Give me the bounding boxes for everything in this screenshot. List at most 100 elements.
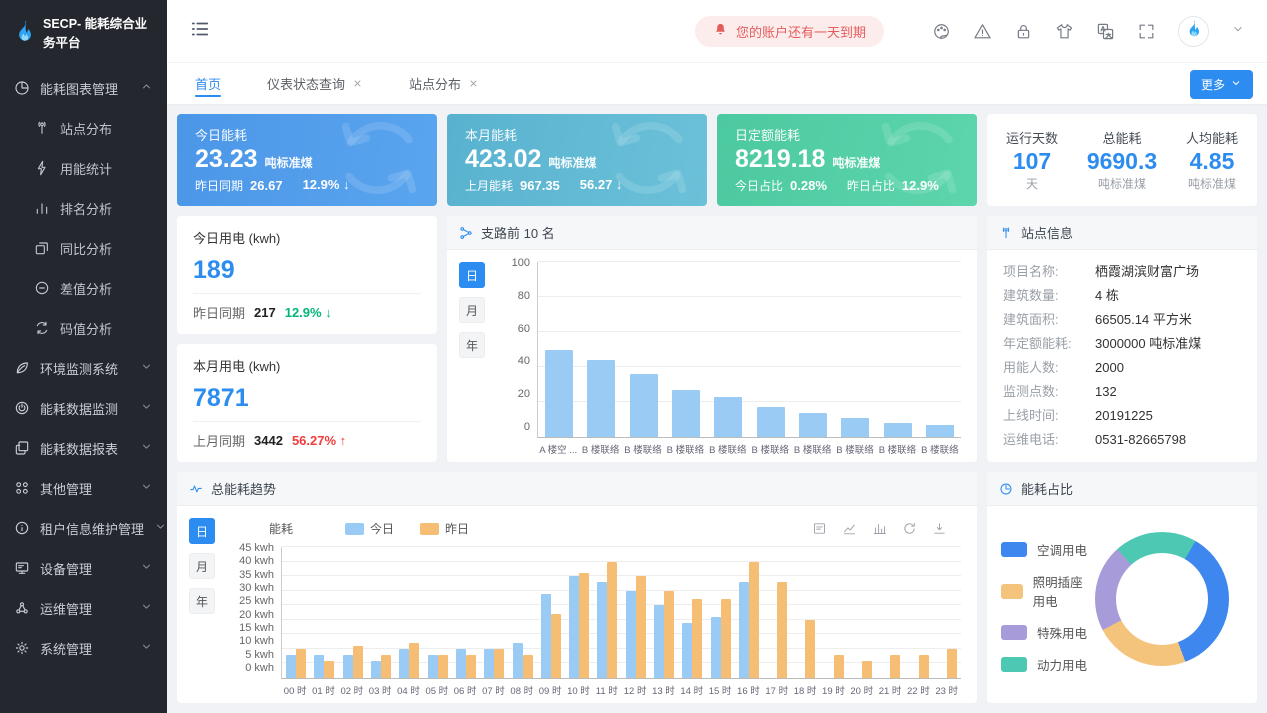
sidebar-item-环境监测系统[interactable]: 环境监测系统 <box>0 348 167 388</box>
energy-share-panel: 能耗占比 空调用电 照明插座用电 特殊用电 动力用电 <box>987 472 1257 703</box>
summary-总能耗: 总能耗 9690.3 吨标准煤 <box>1086 130 1158 192</box>
sidebar-item-码值分析[interactable]: 码值分析 <box>0 308 167 348</box>
collapse-menu-icon[interactable] <box>189 18 211 45</box>
linechart-button[interactable] <box>842 521 857 536</box>
antenna-icon <box>999 226 1013 240</box>
sidebar-item-租户信息维护管理[interactable]: 租户信息维护管理 <box>0 508 167 548</box>
fullscreen-button[interactable] <box>1137 22 1156 41</box>
sidebar-item-其他管理[interactable]: 其他管理 <box>0 468 167 508</box>
bar <box>738 581 749 678</box>
x-axis-labels: 00 时 01 时 02 时 03 时 04 时 05 时 06 时 07 时 08 时 09 时… <box>283 686 959 697</box>
bar <box>629 374 658 437</box>
warning-button[interactable] <box>973 22 992 41</box>
sidebar-item-同比分析[interactable]: 同比分析 <box>0 228 167 268</box>
trend-panel: 总能耗趋势 日月年 能耗 今日 昨日 45 kwh 40 kwh 35 kwh 30 k… <box>177 472 977 703</box>
trend-panel-header: 总能耗趋势 <box>177 472 977 506</box>
download-button[interactable] <box>932 521 947 536</box>
toggle-月[interactable]: 月 <box>189 553 215 579</box>
chevron-down-icon <box>143 604 150 609</box>
sidebar-item-差值分析[interactable]: 差值分析 <box>0 268 167 308</box>
bar <box>342 654 353 678</box>
sidebar-item-能耗图表管理[interactable]: 能耗图表管理 <box>0 68 167 108</box>
bar <box>710 616 721 678</box>
bar-group <box>706 547 734 678</box>
site-info-row: 项目名称: 栖霞湖滨财富广场 <box>1003 264 1200 279</box>
bar <box>862 660 873 678</box>
legend-昨日[interactable]: 昨日 <box>420 520 469 537</box>
sidebar-item-系统管理[interactable]: 系统管理 <box>0 628 167 668</box>
nodes-icon <box>16 602 28 614</box>
bar-group <box>339 547 367 678</box>
site-info-row: 用能人数: 2000 <box>1003 359 1124 375</box>
chevron-down-icon <box>1230 77 1242 92</box>
sidebar-item-运维管理[interactable]: 运维管理 <box>0 588 167 628</box>
palette-button[interactable] <box>932 22 951 41</box>
sidebar-nav: 能耗图表管理 站点分布 用能统计 排名分析 同比分析 差值分析 码值分析 环境监测系统 能耗数据… <box>0 64 167 713</box>
close-tab-icon[interactable] <box>352 78 363 89</box>
pie-legend-空调用电[interactable]: 空调用电 <box>1001 540 1095 559</box>
dataview-button[interactable] <box>812 521 827 536</box>
tab-首页[interactable]: 首页 <box>195 63 222 104</box>
toggle-年[interactable]: 年 <box>189 588 215 614</box>
toggle-月[interactable]: 月 <box>459 297 485 323</box>
more-button[interactable]: 更多 <box>1189 70 1253 99</box>
bars-icon <box>36 203 48 214</box>
site-panel-title: 站点信息 <box>1021 226 1074 241</box>
barchart-button[interactable] <box>872 521 887 536</box>
trend-legend-row: 能耗 今日 昨日 <box>229 518 961 547</box>
sidebar-item-用能统计[interactable]: 用能统计 <box>0 148 167 188</box>
chevron-down-icon <box>143 564 150 569</box>
pie-legend-动力用电[interactable]: 动力用电 <box>1001 655 1095 674</box>
bar <box>756 407 785 437</box>
sidebar-item-能耗数据监测[interactable]: 能耗数据监测 <box>0 388 167 428</box>
toggle-日[interactable]: 日 <box>189 518 215 544</box>
bar-group <box>622 547 650 678</box>
toggle-日[interactable]: 日 <box>459 262 485 288</box>
refresh-button[interactable] <box>902 521 917 536</box>
sidebar-item-能耗数据报表[interactable]: 能耗数据报表 <box>0 428 167 468</box>
chevron-down-icon <box>143 444 150 449</box>
site-panel-header: 站点信息 <box>987 216 1257 250</box>
bar <box>314 654 325 678</box>
sidebar: SECP- 能耗综合业务平台 能耗图表管理 站点分布 用能统计 排名分析 同比分析 差值分… <box>0 0 167 713</box>
share-network-icon <box>460 226 472 239</box>
bar <box>682 622 693 678</box>
bar <box>540 593 551 678</box>
bar <box>798 412 827 437</box>
tabs: 首页 仪表状态查询 站点分布 <box>195 63 525 104</box>
avatar[interactable] <box>1178 15 1209 47</box>
lock-button[interactable] <box>1014 22 1033 41</box>
stat-cards-row: 今日能耗 23.23 吨标准煤 昨日同期 26.67 12.9% ↓ 本月能耗 423.02 吨… <box>177 114 977 206</box>
bar <box>522 654 533 678</box>
stat-card-今日能耗: 今日能耗 23.23 吨标准煤 昨日同期 26.67 12.9% ↓ <box>177 114 437 206</box>
branch-bar-chart: 100 80 60 40 20 0 A 楼空 ... B 楼联络 B 楼联络 B 楼联络 B 楼联络… <box>499 257 961 456</box>
translate-button[interactable] <box>1096 22 1115 41</box>
site-info-row: 运维电话: 0531-82665798 <box>1003 431 1187 447</box>
clock-pie-icon <box>999 482 1013 496</box>
alert-text: 您的账户还有一天到期 <box>735 24 866 40</box>
tshirt-button[interactable] <box>1055 22 1074 41</box>
sidebar-item-设备管理[interactable]: 设备管理 <box>0 548 167 588</box>
bar-group <box>763 547 791 678</box>
dataview-icon <box>814 523 825 534</box>
toggle-年[interactable]: 年 <box>459 332 485 358</box>
sidebar-item-排名分析[interactable]: 排名分析 <box>0 188 167 228</box>
sidebar-item-站点分布[interactable]: 站点分布 <box>0 108 167 148</box>
chart-toolbox <box>812 521 955 536</box>
antenna-icon <box>38 121 46 134</box>
bar <box>550 613 561 678</box>
user-menu-chevron-icon[interactable] <box>1231 22 1245 41</box>
pie-legend-照明插座用电[interactable]: 照明插座用电 <box>1001 572 1095 610</box>
account-expiry-alert[interactable]: 您的账户还有一天到期 <box>694 15 884 47</box>
close-tab-icon[interactable] <box>468 78 479 89</box>
legend-今日[interactable]: 今日 <box>345 520 394 537</box>
bar <box>296 648 307 678</box>
tab-站点分布[interactable]: 站点分布 <box>409 63 479 104</box>
tab-仪表状态查询[interactable]: 仪表状态查询 <box>267 63 363 104</box>
pie-legend-特殊用电[interactable]: 特殊用电 <box>1001 623 1095 642</box>
branch-panel-header: 支路前 10 名 <box>447 216 977 250</box>
bolt-icon <box>37 160 46 176</box>
stat-card-unit: 吨标准煤 <box>832 156 881 170</box>
chevron-down-icon <box>157 524 164 529</box>
chevron-down-icon <box>1234 26 1242 31</box>
